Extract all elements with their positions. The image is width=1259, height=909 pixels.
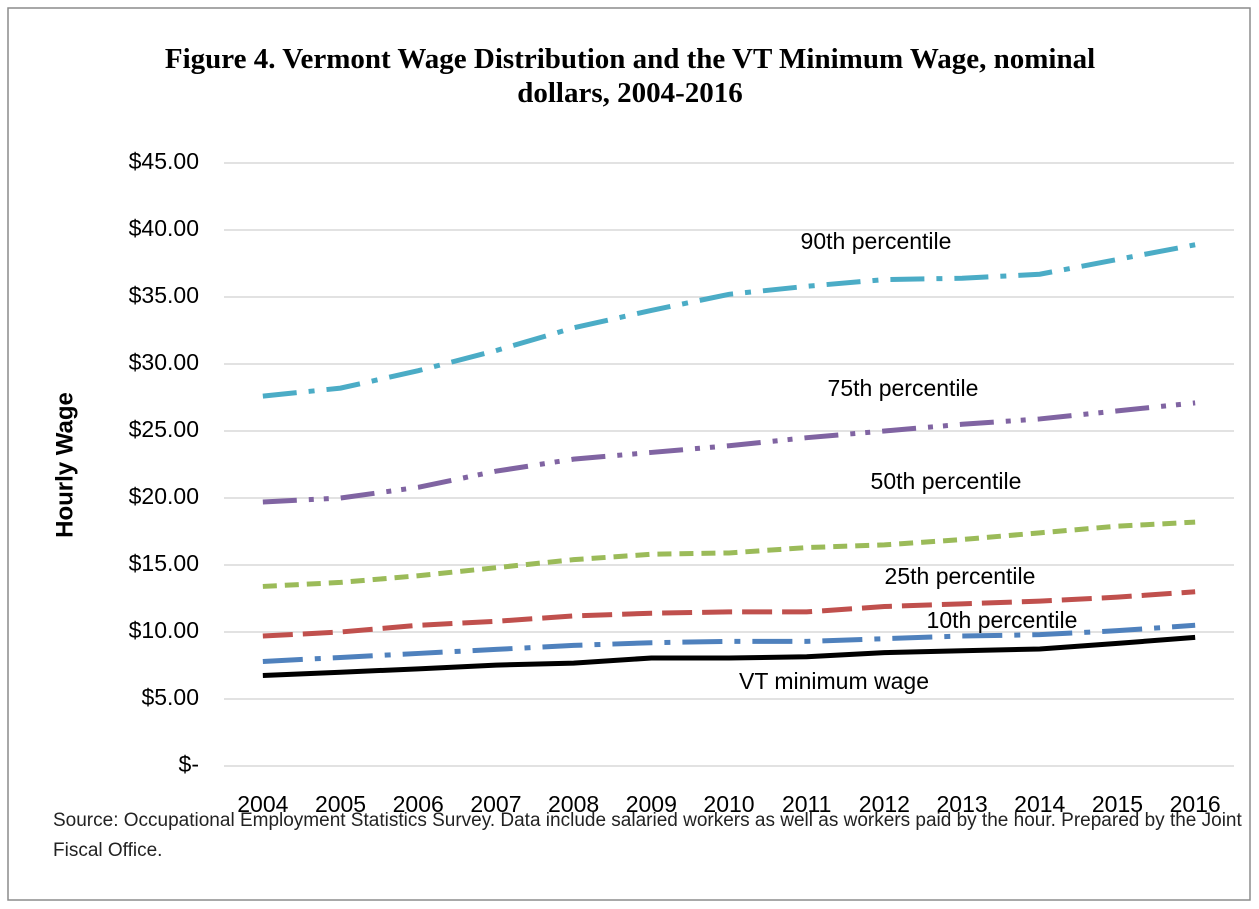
x-tick-label: 2014 (1014, 791, 1065, 817)
x-tick-label: 2012 (859, 791, 910, 817)
series-line (262, 242, 1196, 399)
series-line (262, 400, 1196, 505)
x-tick-label: 2005 (315, 791, 366, 817)
x-tick-label: 2015 (1092, 791, 1143, 817)
y-axis-label: Hourly Wage (51, 392, 78, 538)
y-tick-label: $40.00 (129, 215, 199, 241)
y-tick-label: $20.00 (129, 483, 199, 509)
series-label: VT minimum wage (739, 668, 929, 694)
x-tick-label: 2016 (1170, 791, 1221, 817)
series-label: 50th percentile (871, 468, 1022, 494)
y-tick-label: $45.00 (129, 148, 199, 174)
source-note: Source: Occupational Employment Statisti… (53, 810, 1242, 861)
x-tick-label: 2008 (548, 791, 599, 817)
chart-title: Figure 4. Vermont Wage Distribution and … (164, 43, 1096, 109)
series-line (262, 589, 1196, 639)
y-tick-label: $30.00 (129, 349, 199, 375)
series-label: 10th percentile (927, 607, 1078, 633)
x-tick-label: 2007 (470, 791, 521, 817)
series-label: 90th percentile (801, 228, 952, 254)
y-tick-label: $35.00 (129, 282, 199, 308)
y-tick-label: $10.00 (129, 617, 199, 643)
x-tick-label: 2009 (626, 791, 677, 817)
y-tick-label: $25.00 (129, 416, 199, 442)
series-line (262, 634, 1196, 679)
chart-border (7, 7, 1251, 901)
series-line (262, 622, 1196, 664)
series-label: 25th percentile (885, 563, 1036, 589)
series-label: 75th percentile (828, 375, 979, 401)
x-tick-label: 2006 (393, 791, 444, 817)
y-tick-label: $- (179, 751, 199, 777)
x-tick-label: 2013 (936, 791, 987, 817)
x-tick-label: 2010 (703, 791, 754, 817)
x-tick-label: 2004 (237, 791, 288, 817)
y-tick-label: $15.00 (129, 550, 199, 576)
x-tick-label: 2011 (782, 791, 831, 817)
series-line (262, 519, 1196, 589)
y-tick-label: $5.00 (141, 684, 199, 710)
